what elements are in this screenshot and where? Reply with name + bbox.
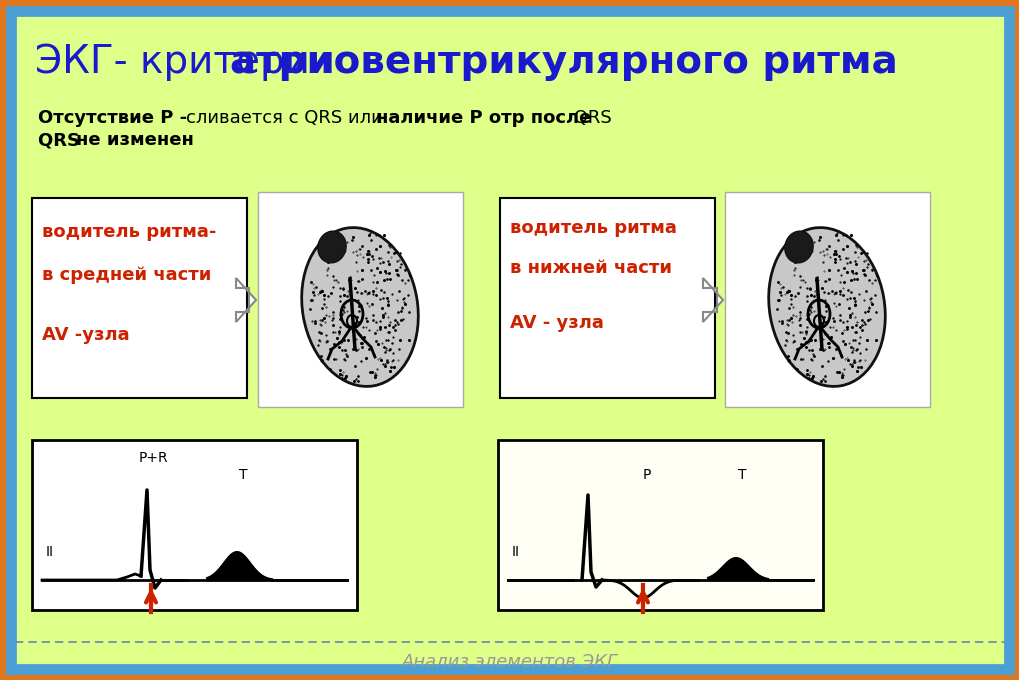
Text: не изменен: не изменен xyxy=(76,131,194,149)
Text: AV - узла: AV - узла xyxy=(510,314,603,332)
Text: наличие Р отр после: наличие Р отр после xyxy=(376,109,591,127)
FancyBboxPatch shape xyxy=(258,192,463,407)
Text: сливается с QRS или: сливается с QRS или xyxy=(185,109,388,127)
Text: Отсутствие Р -: Отсутствие Р - xyxy=(38,109,194,127)
Text: T: T xyxy=(238,468,248,482)
FancyBboxPatch shape xyxy=(497,440,822,610)
Text: в средней части: в средней части xyxy=(42,266,211,284)
Ellipse shape xyxy=(784,231,812,263)
Text: QRS: QRS xyxy=(38,131,87,149)
Text: II: II xyxy=(512,545,520,559)
Text: водитель ритма: водитель ритма xyxy=(510,219,677,237)
Text: ЭКГ- критерии: ЭКГ- критерии xyxy=(35,43,347,81)
Text: AV -узла: AV -узла xyxy=(42,326,129,344)
Text: атриовентрикулярного ритма: атриовентрикулярного ритма xyxy=(229,43,897,81)
Text: Анализ элементов ЭКГ: Анализ элементов ЭКГ xyxy=(401,653,618,671)
Text: водитель ритма-: водитель ритма- xyxy=(42,223,216,241)
Polygon shape xyxy=(235,278,256,322)
Text: T: T xyxy=(738,468,746,482)
FancyBboxPatch shape xyxy=(32,198,247,398)
Polygon shape xyxy=(702,278,722,322)
Text: в нижней части: в нижней части xyxy=(510,259,672,277)
Ellipse shape xyxy=(318,231,345,263)
FancyBboxPatch shape xyxy=(725,192,929,407)
Text: P+R: P+R xyxy=(139,451,168,465)
Ellipse shape xyxy=(302,228,418,386)
Text: P: P xyxy=(642,468,651,482)
FancyBboxPatch shape xyxy=(32,440,357,610)
Text: QRS: QRS xyxy=(568,109,611,127)
Ellipse shape xyxy=(768,228,884,386)
Text: II: II xyxy=(46,545,54,559)
FancyBboxPatch shape xyxy=(499,198,714,398)
FancyBboxPatch shape xyxy=(15,15,1004,665)
